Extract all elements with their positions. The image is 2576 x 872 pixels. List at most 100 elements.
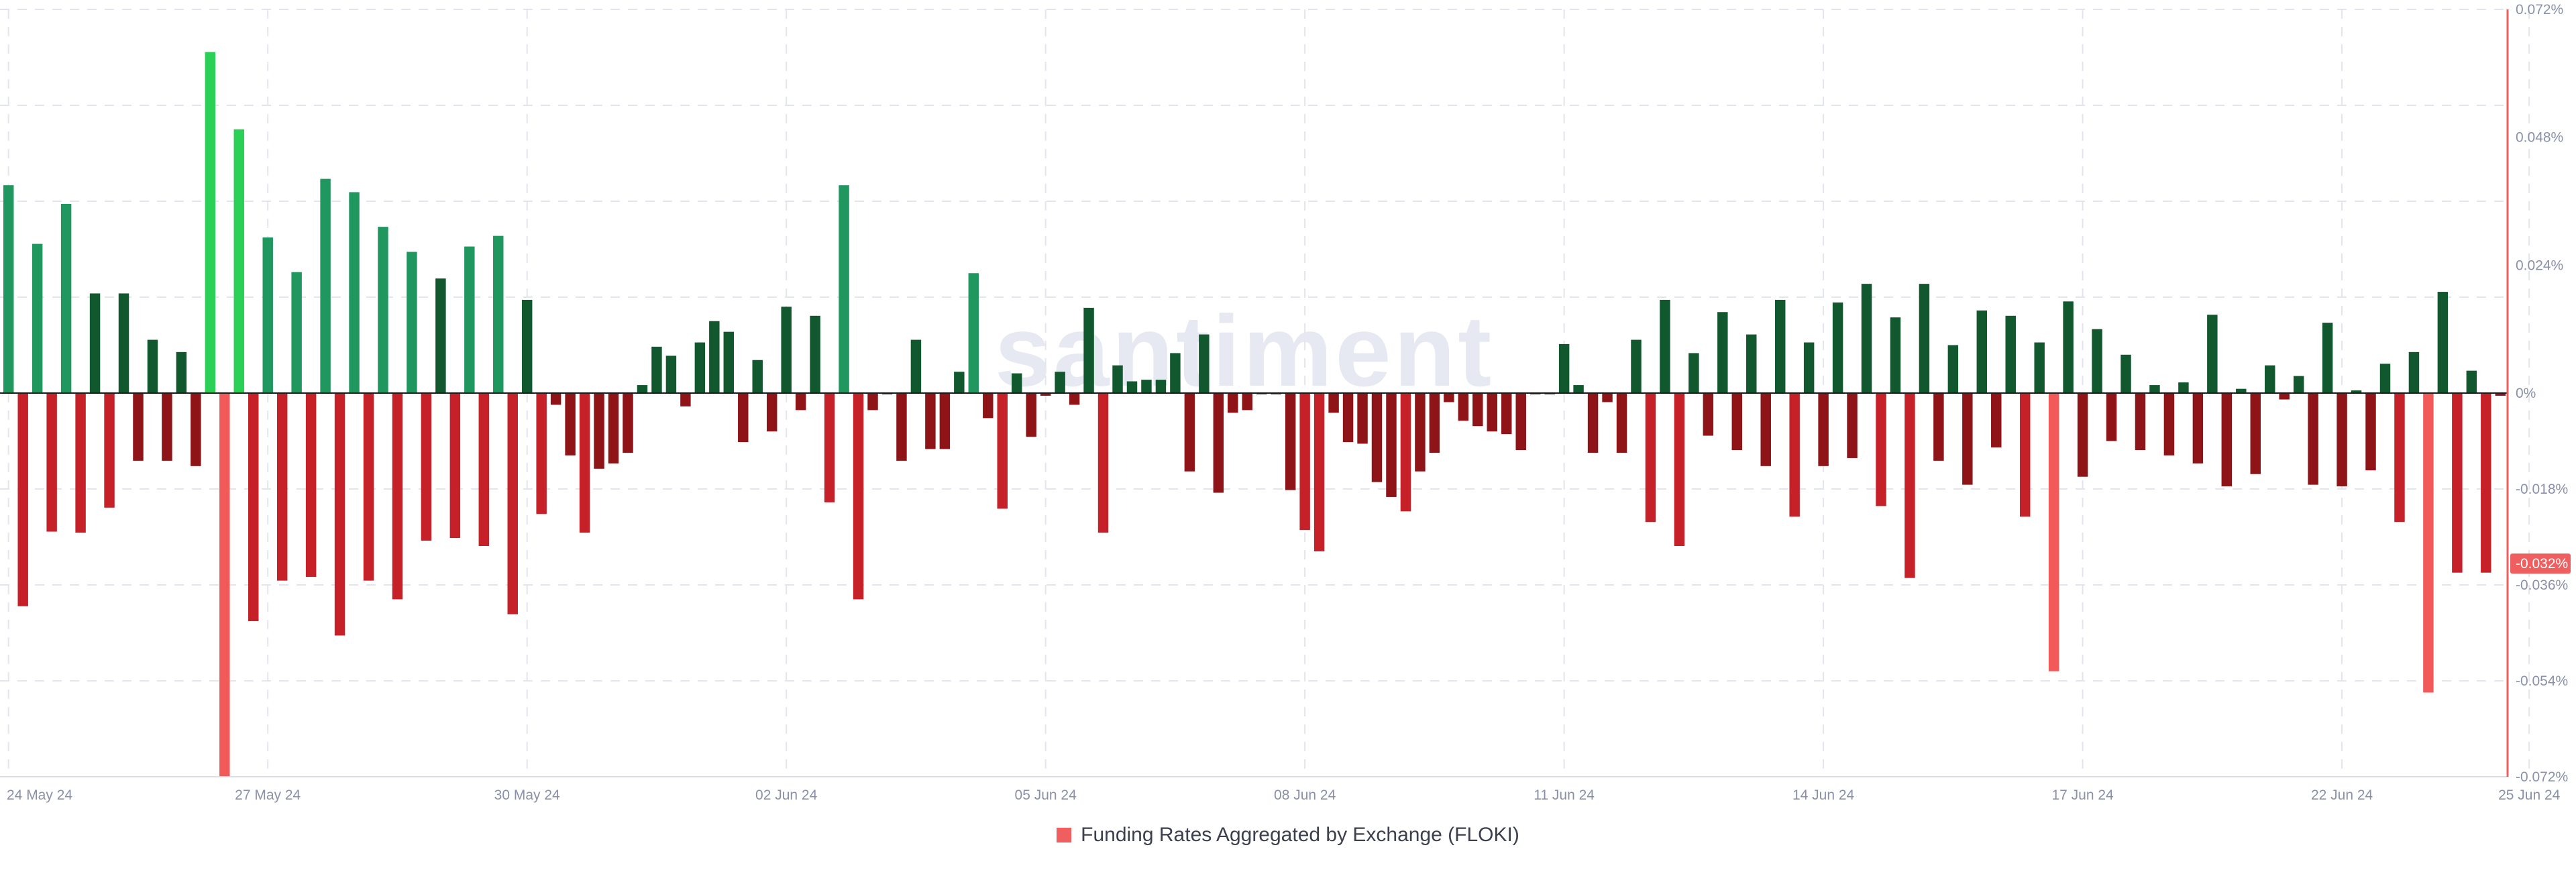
bar-45[interactable]: [651, 346, 662, 393]
bar-92[interactable]: [1328, 393, 1339, 413]
bar-171[interactable]: [2466, 370, 2477, 393]
bar-20[interactable]: [291, 272, 302, 393]
bar-44[interactable]: [637, 385, 648, 393]
bar-22[interactable]: [320, 178, 331, 393]
bar-2[interactable]: [32, 243, 43, 393]
bar-59[interactable]: [853, 393, 864, 600]
bar-132[interactable]: [1904, 393, 1915, 578]
bar-110[interactable]: [1587, 393, 1599, 453]
bar-162[interactable]: [2337, 393, 2347, 487]
bar-53[interactable]: [766, 393, 777, 432]
bar-105[interactable]: [1515, 393, 1526, 451]
bar-102[interactable]: [1472, 393, 1483, 427]
bar-78[interactable]: [1126, 381, 1138, 393]
bar-62[interactable]: [896, 393, 907, 461]
bar-67[interactable]: [968, 273, 979, 393]
bar-140[interactable]: [2019, 393, 2031, 517]
bar-41[interactable]: [594, 393, 604, 469]
bar-152[interactable]: [2192, 393, 2204, 464]
bar-125[interactable]: [1803, 342, 1815, 393]
bar-33[interactable]: [478, 393, 490, 547]
bar-71[interactable]: [1026, 393, 1036, 437]
bar-139[interactable]: [2005, 315, 2016, 393]
bar-75[interactable]: [1083, 307, 1094, 393]
bar-30[interactable]: [435, 278, 446, 393]
bar-37[interactable]: [536, 393, 547, 514]
bar-112[interactable]: [1616, 393, 1627, 453]
bar-32[interactable]: [464, 246, 475, 393]
bar-10[interactable]: [147, 339, 158, 393]
bar-66[interactable]: [954, 372, 965, 393]
bar-81[interactable]: [1170, 353, 1181, 393]
bar-127[interactable]: [1832, 302, 1843, 393]
bar-7[interactable]: [104, 393, 115, 508]
bar-134[interactable]: [1933, 393, 1944, 461]
bar-109[interactable]: [1573, 385, 1584, 393]
bar-14[interactable]: [205, 52, 216, 394]
bar-131[interactable]: [1890, 317, 1901, 393]
bar-3[interactable]: [46, 393, 57, 532]
bar-16[interactable]: [233, 129, 245, 393]
bar-1[interactable]: [17, 393, 28, 606]
bar-143[interactable]: [2063, 301, 2074, 393]
bar-155[interactable]: [2236, 388, 2247, 393]
bar-111[interactable]: [1602, 393, 1613, 402]
bar-52[interactable]: [752, 360, 763, 393]
bar-130[interactable]: [1876, 393, 1886, 506]
bar-168[interactable]: [2423, 393, 2434, 693]
bar-13[interactable]: [191, 393, 201, 466]
bar-104[interactable]: [1501, 393, 1512, 435]
bar-137[interactable]: [1976, 310, 1988, 393]
bar-138[interactable]: [1991, 393, 2002, 448]
bar-79[interactable]: [1141, 380, 1152, 393]
bar-39[interactable]: [565, 393, 576, 455]
bar-47[interactable]: [680, 393, 691, 406]
bar-73[interactable]: [1055, 372, 1065, 393]
bar-90[interactable]: [1299, 393, 1310, 531]
bar-69[interactable]: [997, 393, 1008, 509]
bar-166[interactable]: [2394, 393, 2405, 523]
bar-160[interactable]: [2308, 393, 2318, 485]
bar-151[interactable]: [2178, 382, 2189, 393]
legend-item[interactable]: Funding Rates Aggregated by Exchange (FL…: [1057, 824, 1519, 847]
bar-89[interactable]: [1285, 393, 1296, 490]
bar-55[interactable]: [795, 393, 806, 411]
bar-153[interactable]: [2207, 315, 2218, 393]
bar-36[interactable]: [521, 299, 533, 393]
bar-114[interactable]: [1645, 393, 1656, 523]
bar-156[interactable]: [2250, 393, 2261, 474]
bar-24[interactable]: [349, 192, 360, 393]
bar-54[interactable]: [781, 307, 792, 393]
bar-42[interactable]: [608, 393, 619, 464]
bar-4[interactable]: [60, 203, 72, 393]
bar-17[interactable]: [248, 393, 259, 622]
bar-165[interactable]: [2379, 364, 2391, 393]
bar-11[interactable]: [162, 393, 172, 461]
bar-35[interactable]: [507, 393, 518, 614]
bar-48[interactable]: [694, 342, 706, 393]
bar-164[interactable]: [2365, 393, 2376, 471]
bar-95[interactable]: [1371, 393, 1383, 482]
bar-34[interactable]: [493, 235, 504, 393]
bar-123[interactable]: [1774, 299, 1786, 393]
bar-46[interactable]: [665, 356, 677, 393]
bar-12[interactable]: [176, 351, 187, 393]
bar-23[interactable]: [334, 393, 345, 636]
bar-167[interactable]: [2408, 351, 2420, 393]
bar-118[interactable]: [1703, 393, 1714, 436]
bar-74[interactable]: [1069, 393, 1080, 405]
bar-115[interactable]: [1660, 299, 1670, 393]
bar-120[interactable]: [1731, 393, 1743, 451]
bar-129[interactable]: [1861, 284, 1872, 393]
bar-50[interactable]: [723, 331, 735, 393]
bar-170[interactable]: [2452, 393, 2463, 573]
bar-169[interactable]: [2437, 292, 2449, 393]
bar-116[interactable]: [1674, 393, 1685, 547]
bar-113[interactable]: [1631, 339, 1642, 393]
bar-144[interactable]: [2077, 393, 2088, 477]
bar-146[interactable]: [2106, 393, 2117, 441]
bar-29[interactable]: [421, 393, 432, 541]
bar-126[interactable]: [1818, 393, 1829, 466]
bar-148[interactable]: [2135, 393, 2146, 451]
bar-84[interactable]: [1213, 393, 1224, 493]
